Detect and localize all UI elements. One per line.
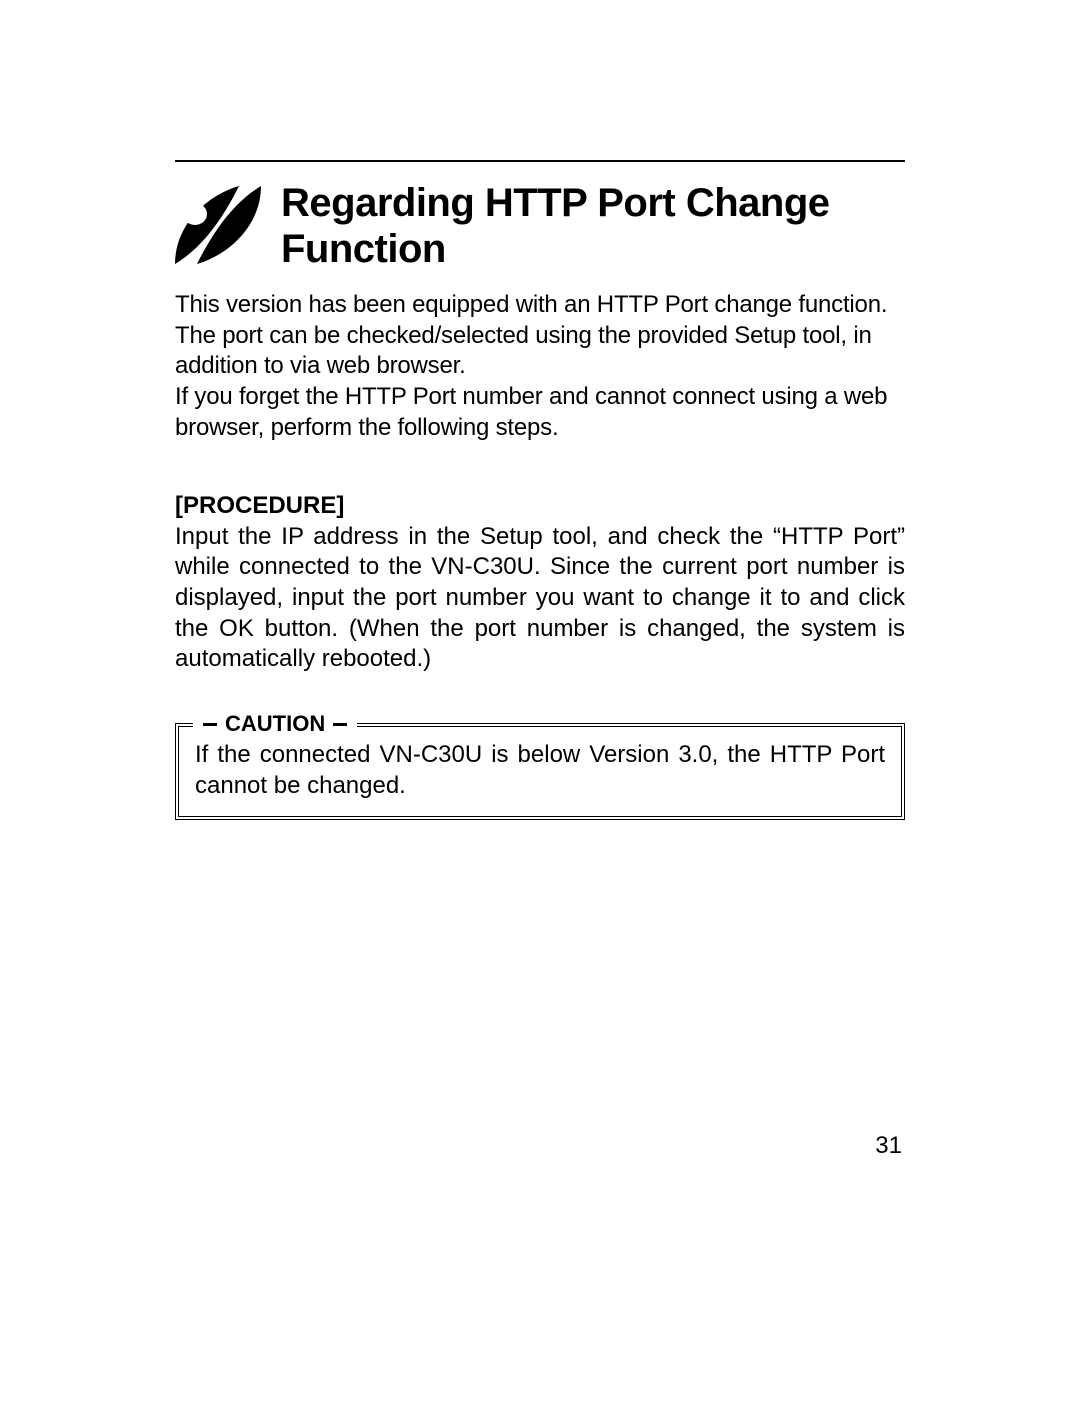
section-title: Regarding HTTP Port Change Function xyxy=(281,180,905,272)
document-page: Regarding HTTP Port Change Function This… xyxy=(0,0,1080,1427)
page-number: 31 xyxy=(875,1132,902,1160)
leaf-icon xyxy=(175,186,261,269)
intro-paragraph-1: This version has been equipped with an H… xyxy=(175,290,905,382)
intro-paragraph-2: If you forget the HTTP Port number and c… xyxy=(175,382,905,443)
top-rule xyxy=(175,160,905,162)
caution-label: CAUTION xyxy=(193,711,357,737)
caution-box: CAUTION If the connected VN-C30U is belo… xyxy=(175,723,905,819)
procedure-body: Input the IP address in the Setup tool, … xyxy=(175,522,905,676)
section-heading: Regarding HTTP Port Change Function xyxy=(175,180,905,272)
procedure-heading: [PROCEDURE] xyxy=(175,492,905,520)
caution-body: If the connected VN-C30U is below Versio… xyxy=(195,739,885,801)
